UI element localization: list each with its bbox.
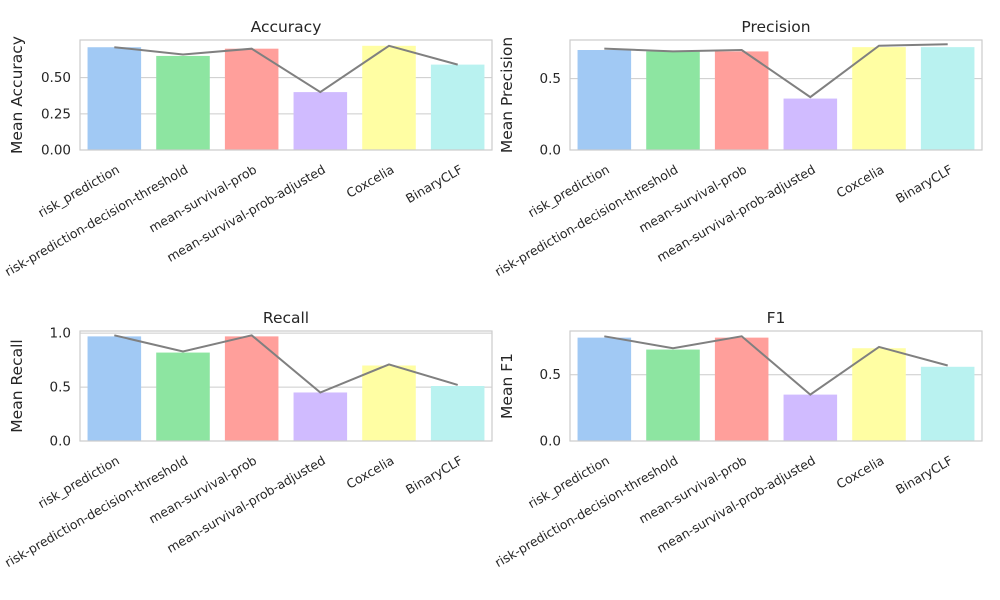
y-tick-label: 0.50: [41, 70, 71, 86]
y-tick-label: 0.5: [540, 71, 561, 87]
chart-title: F1: [767, 309, 786, 327]
axes-frame: [79, 39, 493, 151]
chart-panel-1: 0.000.250.50risk_predictionrisk-predicti…: [2, 18, 493, 279]
bar-5: [852, 47, 906, 151]
x-tick-label: Coxcelia: [834, 162, 887, 201]
x-tick-label: BinaryCLF: [893, 162, 955, 207]
bar-2: [156, 352, 210, 441]
axes-frame: [569, 39, 983, 151]
bar-6: [430, 64, 485, 150]
bar-2: [646, 349, 700, 441]
bar-4: [293, 392, 348, 441]
chart-panel-4: 0.00.5risk_predictionrisk-prediction-dec…: [492, 309, 983, 570]
bar-3: [224, 48, 279, 150]
trend-line: [114, 44, 458, 94]
y-axis-label: Mean Precision: [498, 37, 516, 153]
x-tick-label: Coxcelia: [834, 453, 887, 492]
y-axis-label: Mean Recall: [8, 339, 26, 432]
bar-1: [87, 47, 142, 150]
trend-line: [604, 335, 948, 396]
bar-1: [577, 337, 632, 441]
plot-area: [80, 331, 492, 441]
trend-line: [114, 334, 458, 394]
x-tick-label: BinaryCLF: [403, 453, 465, 498]
chart-title: Accuracy: [251, 18, 322, 36]
x-tick-label: BinaryCLF: [403, 162, 465, 207]
y-axis-label: Mean Accuracy: [8, 36, 26, 154]
bar-5: [852, 348, 906, 441]
bar-6: [920, 366, 975, 441]
chart-title: Recall: [263, 309, 309, 327]
y-tick-label: 0.25: [41, 106, 71, 122]
x-tick-label: BinaryCLF: [893, 453, 955, 498]
chart-panel-2: 0.00.5risk_predictionrisk-prediction-dec…: [492, 18, 983, 279]
y-axis-label: Mean F1: [498, 353, 516, 419]
axes-frame: [569, 330, 983, 442]
chart-title: Precision: [741, 18, 810, 36]
bar-3: [714, 337, 769, 441]
y-tick-label: 1.0: [50, 326, 71, 342]
y-tick-label: 0.0: [50, 434, 71, 450]
y-tick-label: 0.0: [540, 143, 561, 159]
bar-6: [920, 47, 975, 151]
y-tick-label: 0.0: [540, 434, 561, 450]
bar-1: [87, 336, 142, 441]
bar-5: [362, 365, 416, 441]
bar-1: [577, 50, 632, 150]
bar-3: [224, 336, 279, 441]
y-tick-label: 0.5: [540, 367, 561, 383]
bar-4: [783, 98, 838, 150]
plot-area: [570, 40, 982, 150]
plot-area: [80, 40, 492, 150]
bar-2: [646, 51, 700, 150]
bar-5: [362, 45, 416, 150]
bar-2: [156, 55, 210, 150]
chart-panel-3: 0.00.51.0risk_predictionrisk-prediction-…: [2, 309, 493, 570]
trend-line: [604, 43, 948, 99]
bar-4: [293, 92, 348, 150]
plot-area: [570, 331, 982, 441]
x-tick-label: Coxcelia: [344, 162, 397, 201]
x-tick-label: Coxcelia: [344, 453, 397, 492]
bar-6: [430, 386, 485, 441]
y-tick-label: 0.5: [50, 380, 71, 396]
bar-3: [714, 51, 769, 150]
bar-4: [783, 394, 838, 441]
y-tick-label: 0.00: [41, 143, 71, 159]
axes-frame: [79, 330, 493, 442]
